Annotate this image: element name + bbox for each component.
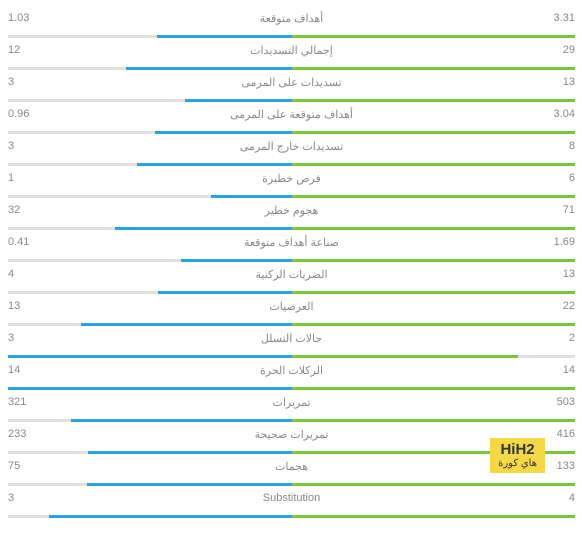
stat-right-value: 3.04 [554,108,575,120]
stat-label: إجمالي التسديدات [8,44,575,57]
stat-label: صناعة أهداف متوقعة [8,236,575,249]
stat-right-value: 29 [563,44,575,56]
stat-bar [8,387,575,390]
stat-row: 3تسديدات على المرمى13 [8,72,575,102]
stat-row: 13العرضيات22 [8,296,575,326]
stat-row: 4الضربات الركنية13 [8,264,575,294]
stat-bar [8,35,575,38]
stat-label: تسديدات على المرمى [8,76,575,89]
stat-row: 12إجمالي التسديدات29 [8,40,575,70]
stat-right-value: 503 [557,396,575,408]
stat-bar [8,227,575,230]
stat-row: 14الركلات الحرة14 [8,360,575,390]
stat-label: تسديدات خارج المرمى [8,140,575,153]
stat-bar [8,355,575,358]
stat-right-value: 13 [563,76,575,88]
stat-bar [8,419,575,422]
stat-row: 1.03أهداف متوقعة3.31 [8,8,575,38]
stat-label: هجوم خطير [8,204,575,217]
watermark-line1: HiH2 [500,442,534,459]
stat-right-value: 71 [563,204,575,216]
stat-label: الركلات الحرة [8,364,575,377]
stat-row: 32هجوم خطير71 [8,200,575,230]
stat-label: الضربات الركنية [8,268,575,281]
stat-row: 0.41صناعة أهداف متوقعة1.69 [8,232,575,262]
stat-bar [8,483,575,486]
stat-bar [8,131,575,134]
stat-label: فرص خطيرة [8,172,575,185]
stat-right-value: 22 [563,300,575,312]
stat-bar [8,195,575,198]
stat-bar [8,99,575,102]
stat-right-value: 14 [563,364,575,376]
stat-right-value: 1.69 [554,236,575,248]
stat-row: 0.96أهداف متوقعة على المرمى3.04 [8,104,575,134]
stat-right-value: 416 [557,428,575,440]
stat-right-value: 3.31 [554,12,575,24]
stat-bar [8,323,575,326]
stat-row: 3حالات التسلل2 [8,328,575,358]
stat-right-value: 133 [557,460,575,472]
stat-label: العرضيات [8,300,575,313]
stat-row: 321تمريرات503 [8,392,575,422]
stat-bar [8,291,575,294]
stat-label: حالات التسلل [8,332,575,345]
stat-label: أهداف متوقعة [8,12,575,25]
stat-right-value: 4 [569,492,575,504]
stat-right-value: 13 [563,268,575,280]
stat-right-value: 6 [569,172,575,184]
stat-row: 1فرص خطيرة6 [8,168,575,198]
stat-label: تمريرات [8,396,575,409]
stat-bar [8,67,575,70]
stat-bar [8,259,575,262]
watermark-badge: HiH2هاي كورة [490,438,545,474]
stat-bar [8,163,575,166]
stat-right-value: 8 [569,140,575,152]
stats-comparison-table: 1.03أهداف متوقعة3.3112إجمالي التسديدات29… [8,8,575,518]
stat-right-value: 2 [569,332,575,344]
stat-bar [8,515,575,518]
stat-label: Substitution [8,492,575,504]
stat-row: 3Substitution4 [8,488,575,518]
stat-row: 3تسديدات خارج المرمى8 [8,136,575,166]
watermark-line2: هاي كورة [498,458,537,469]
stat-label: أهداف متوقعة على المرمى [8,108,575,121]
